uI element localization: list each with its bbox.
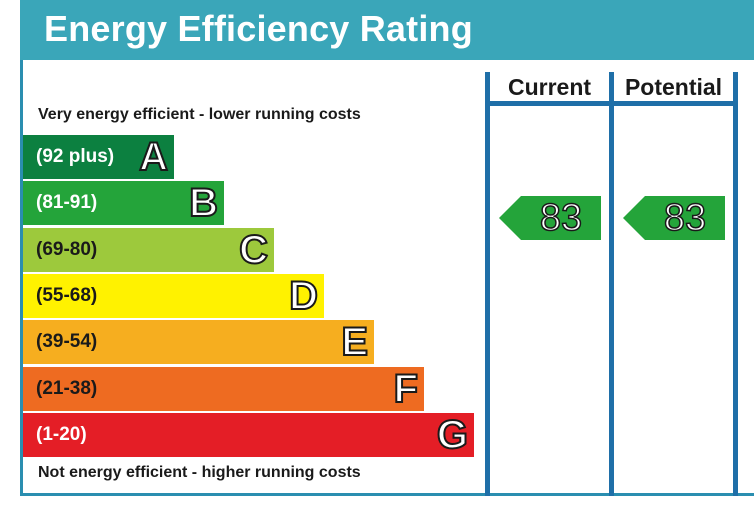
- frame-bottom-border: [20, 493, 754, 496]
- band-b-range: (81-91): [36, 192, 98, 214]
- potential-column-right-line: [733, 72, 738, 496]
- band-e-range: (39-54): [36, 331, 98, 353]
- current-rating-value: 83: [539, 197, 583, 241]
- chart-title: Energy Efficiency Rating: [44, 8, 473, 49]
- current-rating-indicator: 83: [499, 196, 601, 241]
- bottom-caption: Not energy efficient - higher running co…: [38, 464, 361, 481]
- band-f-range: (21-38): [36, 377, 98, 399]
- column-header-divider: [485, 101, 738, 106]
- band-b-letter: B: [188, 180, 219, 226]
- current-column-header: Current: [507, 74, 592, 100]
- band-c: (69-80) C: [23, 227, 274, 273]
- potential-rating-indicator: 83: [623, 196, 725, 241]
- band-d: (55-68) D: [23, 273, 324, 319]
- band-f-letter: F: [393, 366, 419, 412]
- current-column-right-line: [609, 72, 614, 496]
- top-caption: Very energy efficient - lower running co…: [38, 106, 361, 123]
- band-d-range: (55-68): [36, 284, 98, 306]
- potential-column-header: Potential: [624, 74, 723, 100]
- band-e-letter: E: [340, 319, 369, 365]
- current-column-left-line: [485, 72, 490, 496]
- band-c-range: (69-80): [36, 238, 98, 260]
- potential-arrow-shape: [623, 196, 725, 241]
- band-g-letter: G: [436, 412, 469, 458]
- band-a: (92 plus) A: [23, 134, 174, 180]
- band-f: (21-38) F: [23, 366, 424, 412]
- potential-rating-value: 83: [663, 197, 707, 241]
- band-a-letter: A: [138, 134, 169, 180]
- frame-left-border: [20, 60, 23, 496]
- band-g-range: (1-20): [36, 423, 87, 445]
- band-d-letter: D: [288, 273, 319, 319]
- band-g: (1-20) G: [23, 412, 474, 458]
- band-a-range: (92 plus): [36, 146, 115, 167]
- band-b: (81-91) B: [23, 180, 224, 226]
- current-arrow-shape: [499, 196, 601, 241]
- title-bar: Energy Efficiency Rating: [20, 0, 754, 60]
- band-c-letter: C: [238, 227, 269, 273]
- band-e: (39-54) E: [23, 319, 374, 365]
